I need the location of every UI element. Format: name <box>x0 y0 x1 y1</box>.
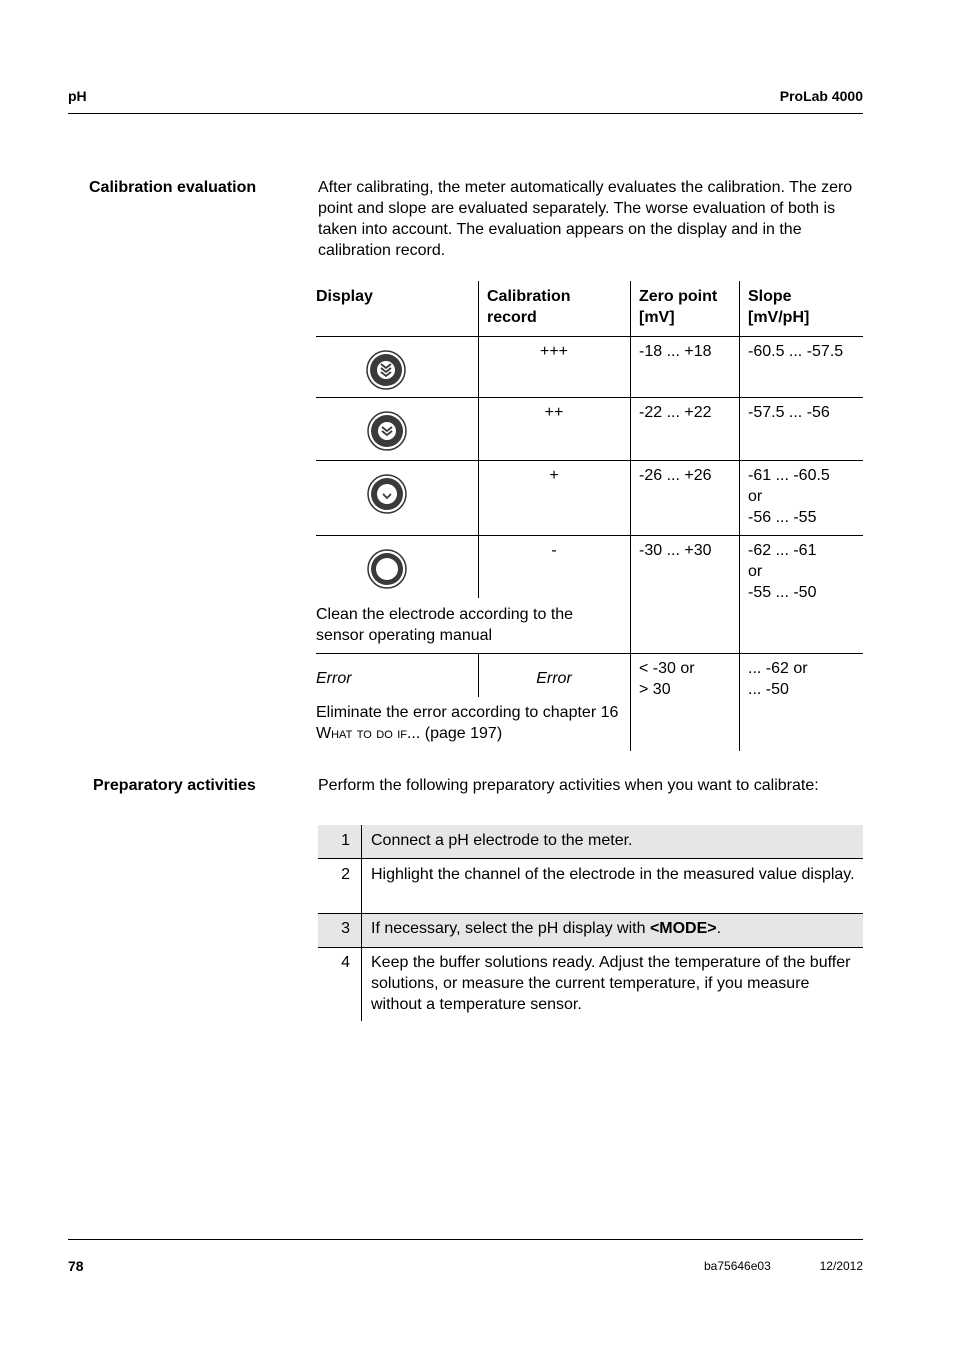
chapter-link[interactable]: What to do if... <box>316 725 421 742</box>
error-slope: ... -62 or... -50 <box>748 660 808 698</box>
step-text: Connect a pH electrode to the meter. <box>371 832 633 849</box>
step-text: Keep the buffer solutions ready. Adjust … <box>371 954 851 1013</box>
slope-value: -60.5 ... -57.5 <box>748 343 844 360</box>
slope-value: -61 ... -60.5 or -56 ... -55 <box>748 467 830 526</box>
error-note: Eliminate the error according to chapter… <box>316 704 619 742</box>
zero-value: -30 ... +30 <box>639 542 712 559</box>
preparatory-heading: Preparatory activities <box>93 777 256 794</box>
zero-value: -22 ... +22 <box>639 404 712 421</box>
record-value: - <box>551 542 557 559</box>
mode-key: <MODE> <box>649 920 717 937</box>
calibration-good-icon <box>367 411 407 451</box>
step-number: 1 <box>341 832 350 849</box>
header-rule <box>68 113 863 114</box>
record-value: +++ <box>539 343 569 360</box>
step-number: 2 <box>341 866 350 883</box>
col-header-zero: Zero point [mV] <box>639 288 718 326</box>
error-display: Error <box>316 670 352 687</box>
step-text: Highlight the channel of the electrode i… <box>371 866 855 883</box>
record-value: ++ <box>544 404 564 421</box>
preparatory-intro: Perform the following preparatory activi… <box>318 777 819 794</box>
col-header-record: Calibration record <box>487 288 571 326</box>
clean-note: Clean the electrode according to the sen… <box>316 606 574 644</box>
calibration-fair-icon <box>367 474 407 514</box>
error-record: Error <box>536 670 572 687</box>
slope-value: -62 ... -61 or -55 ... -50 <box>748 542 817 601</box>
step-text: If necessary, select the pH display with… <box>371 920 722 937</box>
calibration-intro: After calibrating, the meter automatical… <box>318 179 853 259</box>
header-section: pH <box>68 88 87 104</box>
step-number: 3 <box>341 920 350 937</box>
record-value: + <box>549 467 559 484</box>
calibration-excellent-icon <box>366 350 406 390</box>
doc-date: 12/2012 <box>819 1259 863 1273</box>
calibration-poor-icon <box>367 549 407 589</box>
doc-number: ba75646e03 <box>704 1259 771 1273</box>
error-zero: < -30 or > 30 <box>639 660 695 698</box>
col-header-display: Display <box>316 288 373 305</box>
zero-value: -18 ... +18 <box>639 343 712 360</box>
header-product: ProLab 4000 <box>779 88 863 104</box>
zero-value: -26 ... +26 <box>639 467 712 484</box>
page-number: 78 <box>68 1258 84 1274</box>
col-header-slope: Slope [mV/pH] <box>748 288 810 326</box>
slope-value: -57.5 ... -56 <box>748 404 830 421</box>
footer-rule <box>68 1239 863 1240</box>
calibration-heading: Calibration evaluation <box>89 179 257 196</box>
step-number: 4 <box>341 954 350 971</box>
